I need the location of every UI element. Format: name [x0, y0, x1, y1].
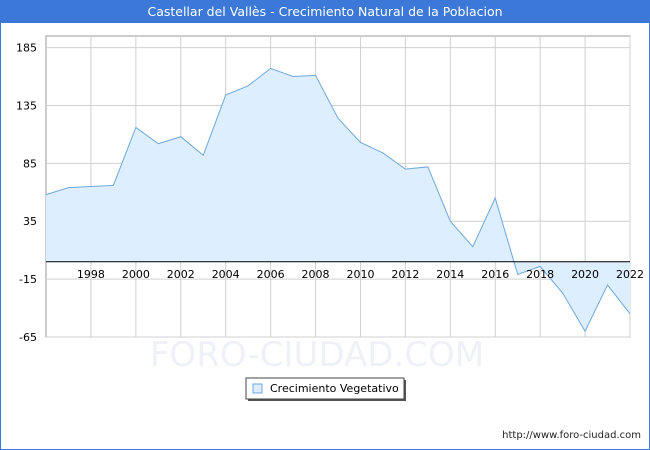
chart-title: Castellar del Vallès - Crecimiento Natur… — [1, 1, 649, 23]
x-tick-label: 2004 — [212, 268, 240, 281]
data-point — [426, 165, 429, 168]
data-point — [584, 330, 587, 333]
y-tick-label: -15 — [19, 273, 37, 286]
data-marks — [45, 67, 632, 333]
x-tick-label: 1998 — [77, 268, 105, 281]
legend-box — [245, 377, 405, 400]
y-tick-label: 185 — [16, 42, 37, 55]
data-point — [337, 117, 340, 120]
footer-url: http://www.foro-ciudad.com — [502, 430, 641, 441]
x-tick-label: 2014 — [436, 268, 464, 281]
legend-swatch — [252, 383, 263, 394]
x-tick-label: 2002 — [167, 268, 195, 281]
y-tick-label: 85 — [23, 157, 37, 170]
data-point — [224, 94, 227, 97]
data-point — [314, 74, 317, 77]
data-point — [516, 273, 519, 276]
x-tick-label: 2006 — [257, 268, 285, 281]
x-tick-label: 2022 — [616, 268, 644, 281]
data-point — [157, 142, 160, 145]
data-point — [45, 193, 48, 196]
x-tick-label: 2018 — [526, 268, 554, 281]
x-tick-label: 2016 — [481, 268, 509, 281]
series-area — [46, 68, 630, 332]
data-point — [561, 292, 564, 295]
y-tick-label: 35 — [23, 215, 37, 228]
data-point — [449, 220, 452, 223]
data-point — [89, 185, 92, 188]
data-point — [247, 84, 250, 87]
watermark: FORO-CIUDAD.COM — [150, 335, 484, 375]
x-tick-label: 2020 — [571, 268, 599, 281]
data-point — [67, 186, 70, 189]
data-point — [629, 312, 632, 315]
y-tick-label: 135 — [16, 99, 37, 112]
x-tick-label: 2008 — [302, 268, 330, 281]
x-tick-label: 2000 — [122, 268, 150, 281]
data-point — [202, 154, 205, 157]
data-point — [134, 126, 137, 129]
data-point — [112, 184, 115, 187]
x-tick-label: 2010 — [346, 268, 374, 281]
data-point — [179, 135, 182, 138]
legend: Crecimiento Vegetativo — [245, 377, 406, 401]
y-tick-label: -65 — [19, 331, 37, 344]
data-point — [471, 245, 474, 248]
data-point — [359, 141, 362, 144]
data-point — [404, 168, 407, 171]
axes: 185 135 85 35 -15 -65 1998 2000 2002 2004 2006 2008… — [16, 42, 644, 344]
series-line — [45, 67, 631, 333]
data-point — [292, 75, 295, 78]
data-point — [269, 67, 272, 70]
data-point — [606, 283, 609, 286]
data-point — [494, 197, 497, 200]
x-tick-label: 2012 — [391, 268, 419, 281]
data-point — [381, 151, 384, 154]
legend-label: Crecimiento Vegetativo — [270, 382, 399, 395]
